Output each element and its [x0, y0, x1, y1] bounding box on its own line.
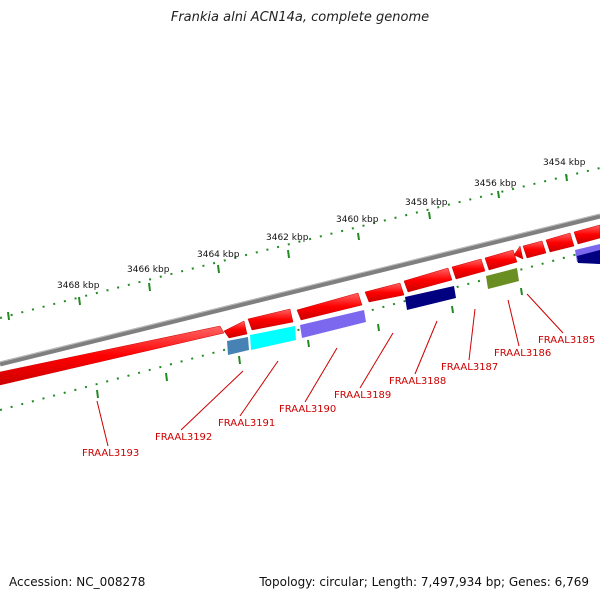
- gene-block-fraal3188: [405, 286, 456, 310]
- gene-arrow: [247, 308, 294, 331]
- tick-label-3454: 3454 kbp: [543, 158, 586, 168]
- tick-label-3458: 3458 kbp: [405, 198, 448, 208]
- gene-arrow: [223, 320, 248, 339]
- tick-label-3462: 3462 kbp: [266, 233, 309, 243]
- accession-text: Accession: NC_008278: [9, 575, 146, 589]
- genome-stats-text: Topology: circular; Length: 7,497,934 bp…: [259, 575, 589, 589]
- tick-label-3464: 3464 kbp: [197, 250, 240, 260]
- tick-label-3466: 3466 kbp: [127, 265, 170, 275]
- gene-arrow: [0, 325, 225, 386]
- map-title: Frankia alni ACN14a, complete genome: [170, 10, 430, 25]
- gene-arrow: [296, 292, 363, 321]
- gene-label-fraal3191: FRAAL3191: [218, 418, 275, 429]
- genome-backbone-highlight: [0, 213, 600, 363]
- tick-label-3460: 3460 kbp: [336, 215, 379, 225]
- label-leaders: [96, 293, 564, 447]
- gene-label-fraal3186: FRAAL3186: [494, 348, 551, 359]
- gene-block-fraal3192: [227, 337, 249, 355]
- genome-backbone: [0, 213, 600, 367]
- gene-label-fraal3188: FRAAL3188: [389, 376, 446, 387]
- gene-label-fraal3185: FRAAL3185: [538, 335, 595, 346]
- gene-label-fraal3187: FRAAL3187: [441, 362, 498, 373]
- outer-scale-ring: [0, 167, 600, 319]
- reverse-strand-genes: [227, 244, 600, 355]
- gene-label-fraal3190: FRAAL3190: [279, 404, 336, 415]
- gene-block-fraal3191: [250, 326, 296, 350]
- gene-arrow: [513, 245, 524, 260]
- gene-arrow: [364, 282, 405, 303]
- gene-arrow: [403, 267, 453, 293]
- gene-label-fraal3189: FRAAL3189: [334, 390, 391, 401]
- gene-arrow: [545, 232, 575, 253]
- forward-strand-genes: [0, 224, 600, 386]
- gene-label-fraal3192: FRAAL3192: [155, 432, 212, 443]
- gene-block-fraal3186: [486, 268, 519, 289]
- gene-arrow: [484, 249, 518, 271]
- gene-block-extra-dark: [577, 250, 600, 264]
- major-ticks: [7, 173, 568, 399]
- gene-block-fraal3190: [300, 310, 366, 338]
- gene-arrow: [451, 258, 486, 280]
- gene-arrow: [522, 240, 547, 259]
- gene-arrow: [573, 224, 600, 245]
- gene-label-fraal3193: FRAAL3193: [82, 448, 139, 459]
- tick-label-3456: 3456 kbp: [474, 179, 517, 189]
- tick-label-3468: 3468 kbp: [57, 281, 100, 291]
